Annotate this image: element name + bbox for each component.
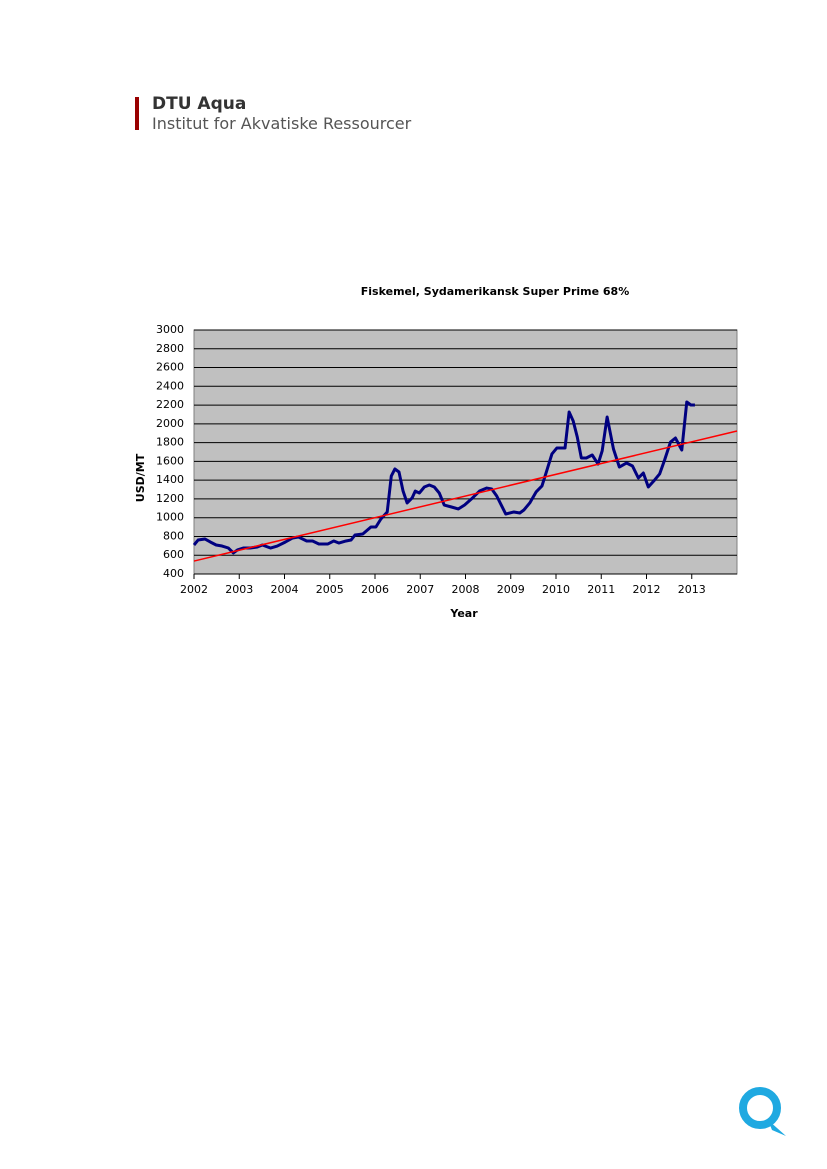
- y-tick-label: 1400: [156, 473, 184, 486]
- x-tick-label: 2005: [316, 583, 344, 596]
- header: DTU Aqua Institut for Akvatiske Ressourc…: [152, 94, 411, 133]
- y-tick-label: 600: [163, 548, 184, 561]
- y-tick-label: 1800: [156, 436, 184, 449]
- chart-title: Fiskemel, Sydamerikansk Super Prime 68%: [361, 285, 629, 298]
- header-title: DTU Aqua: [152, 94, 247, 114]
- x-tick-label: 2002: [180, 583, 208, 596]
- x-tick-label: 2012: [633, 583, 661, 596]
- logo: [739, 1087, 786, 1136]
- x-tick-label: 2009: [497, 583, 525, 596]
- y-tick-label: 1600: [156, 454, 184, 467]
- x-tick-label: 2013: [678, 583, 706, 596]
- y-tick-label: 2400: [156, 379, 184, 392]
- x-tick-label: 2008: [452, 583, 480, 596]
- y-axis-label: USD/MT: [134, 453, 147, 502]
- y-tick-label: 1000: [156, 511, 184, 524]
- y-tick-label: 1200: [156, 492, 184, 505]
- y-tick-label: 400: [163, 567, 184, 580]
- header-bar: [135, 97, 139, 130]
- y-tick-label: 800: [163, 529, 184, 542]
- x-tick-label: 2010: [542, 583, 570, 596]
- line-series: [192, 400, 695, 555]
- y-tick-label: 2200: [156, 398, 184, 411]
- x-tick-label: 2004: [271, 583, 299, 596]
- y-tick-label: 2800: [156, 342, 184, 355]
- x-tick-label: 2007: [406, 583, 434, 596]
- y-tick-label: 2600: [156, 361, 184, 374]
- y-tick-label: 3000: [156, 323, 184, 336]
- x-axis-label: Year: [449, 607, 478, 620]
- x-tick-label: 2003: [225, 583, 253, 596]
- line-series: [193, 430, 738, 562]
- header-subtitle: Institut for Akvatiske Ressourcer: [152, 114, 412, 133]
- x-tick-label: 2006: [361, 583, 389, 596]
- y-tick-label: 2000: [156, 417, 184, 430]
- plot-area: [193, 329, 738, 575]
- x-tick-label: 2011: [587, 583, 615, 596]
